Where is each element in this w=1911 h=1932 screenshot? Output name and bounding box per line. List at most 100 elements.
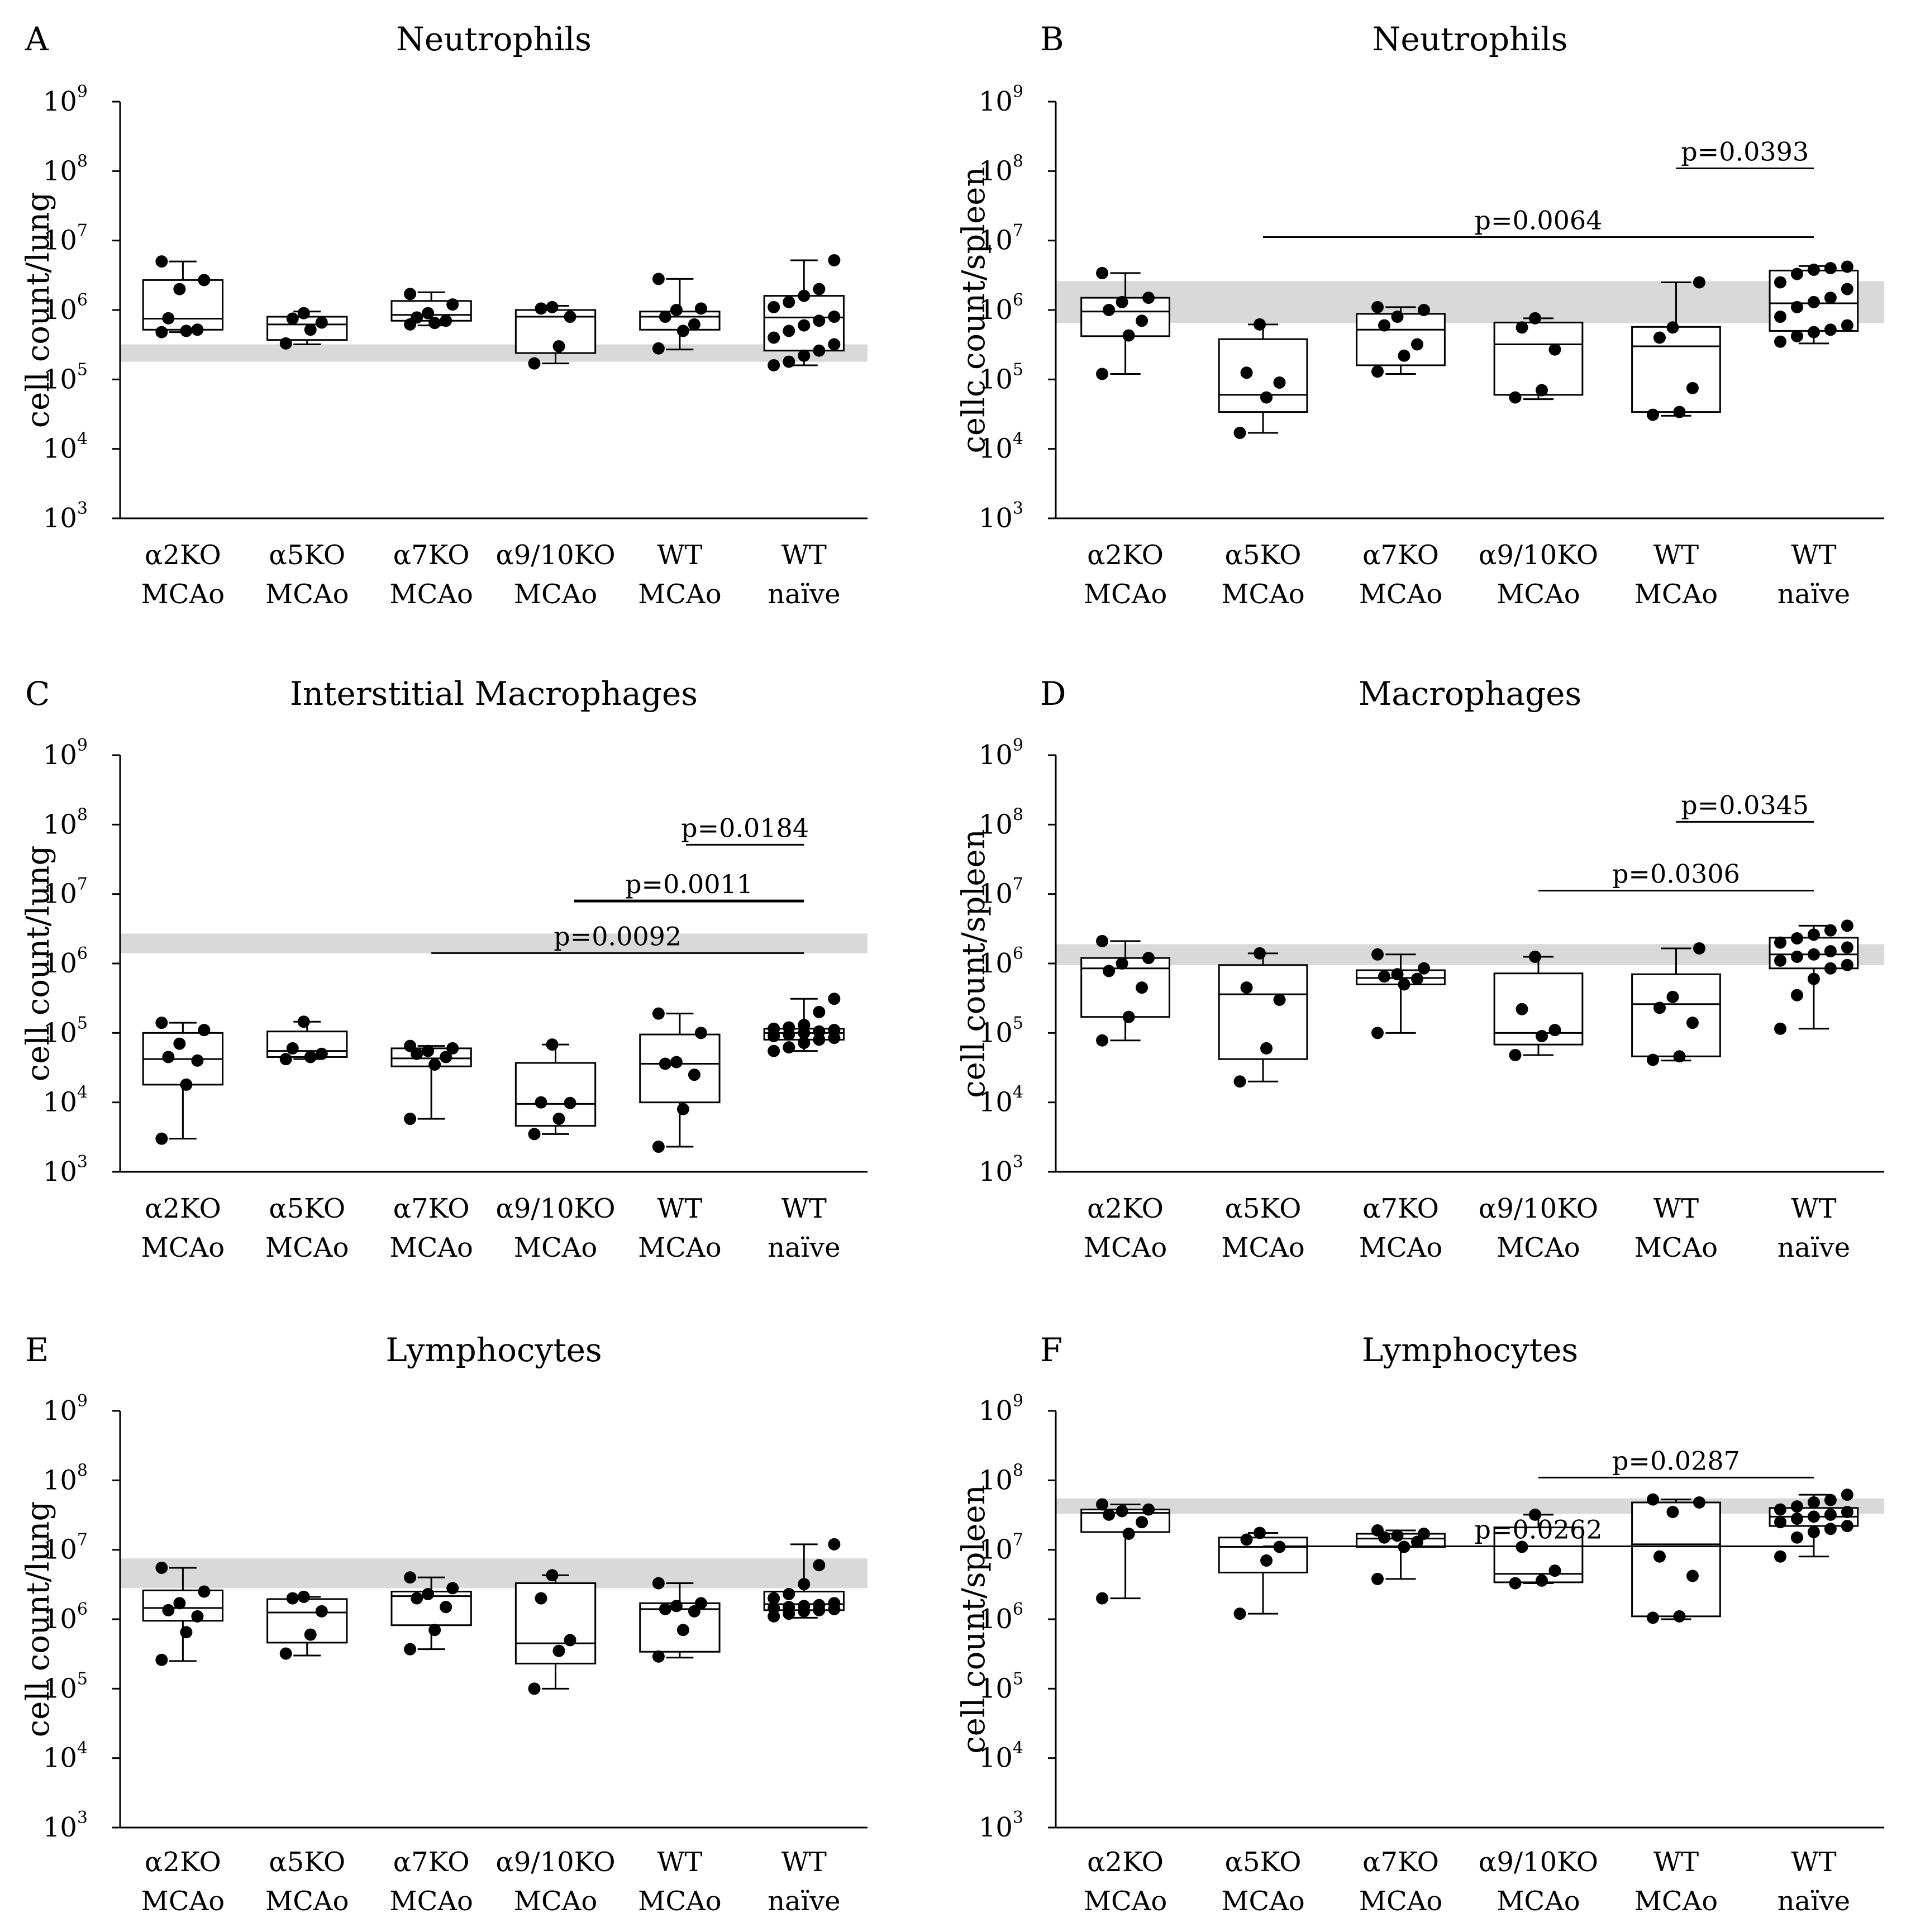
data-point [198, 1024, 211, 1037]
category-label: WT [781, 540, 827, 571]
data-point [198, 1585, 211, 1598]
panel-letter: E [25, 1331, 49, 1369]
data-point [1535, 1030, 1548, 1043]
data-point [813, 344, 826, 357]
category-label: α9/10KO [495, 1847, 615, 1878]
data-point [528, 357, 541, 370]
data-point [286, 312, 299, 325]
y-tick-label: 104 [43, 1083, 88, 1118]
data-point [828, 1597, 841, 1610]
data-point [1824, 323, 1837, 336]
data-point [1774, 276, 1787, 289]
data-point [1254, 947, 1266, 960]
panel-title: Neutrophils [396, 20, 592, 58]
data-point [798, 1578, 811, 1591]
y-tick-base: 10 [43, 433, 77, 465]
y-tick-exponent: 3 [1013, 1808, 1023, 1828]
data-point [1254, 318, 1266, 331]
data-point [1142, 952, 1155, 965]
data-point [1548, 1024, 1561, 1037]
data-point [1824, 924, 1837, 937]
y-tick-base: 10 [43, 809, 77, 840]
data-point [1391, 1529, 1404, 1542]
reference-band [1056, 281, 1884, 323]
data-point [1371, 1524, 1384, 1537]
category-label: naïve [1777, 1232, 1850, 1263]
category-label: α5KO [269, 540, 345, 571]
data-point [1260, 1042, 1273, 1055]
data-point [828, 1538, 841, 1551]
data-point [1790, 989, 1803, 1001]
box-1 [142, 1561, 224, 1666]
category-label: α7KO [1362, 1193, 1439, 1224]
box-6 [763, 254, 845, 371]
category-label: α5KO [269, 1193, 345, 1224]
y-tick-base: 10 [979, 740, 1013, 771]
data-point [1653, 331, 1666, 344]
category-label: α5KO [1225, 1847, 1302, 1878]
data-point [180, 1078, 193, 1091]
y-tick-exponent: 6 [1013, 944, 1023, 963]
y-tick-label: 108 [43, 1461, 88, 1496]
y-tick-base: 10 [43, 1087, 77, 1118]
y-tick-label: 107 [43, 221, 88, 256]
y-tick-base: 10 [979, 86, 1013, 117]
data-point [1411, 972, 1424, 985]
data-point [552, 1644, 565, 1657]
y-tick-exponent: 5 [1013, 1013, 1023, 1033]
category-label: α9/10KO [1479, 1847, 1598, 1878]
data-point [304, 323, 317, 336]
data-point [694, 302, 707, 315]
data-point [798, 349, 811, 362]
y-tick-base: 10 [979, 1087, 1013, 1118]
data-point [404, 1571, 417, 1584]
category-label: MCAo [638, 579, 721, 610]
category-label: MCAo [1221, 1886, 1304, 1917]
data-point [1824, 1494, 1837, 1506]
y-tick-base: 10 [43, 879, 77, 910]
data-point [1790, 932, 1803, 945]
data-point [768, 1044, 780, 1057]
data-point [676, 1103, 689, 1115]
y-tick-label: 103 [979, 1808, 1023, 1843]
data-point [1774, 335, 1787, 348]
box-6 [1769, 919, 1859, 1035]
data-point [564, 1634, 576, 1647]
y-tick-label: 103 [43, 1152, 88, 1187]
data-point [1509, 1048, 1522, 1061]
reference-band [120, 1558, 868, 1588]
box-5 [639, 1577, 721, 1663]
data-point [659, 311, 671, 323]
data-point [1841, 958, 1853, 971]
y-tick-label: 106 [43, 944, 88, 979]
data-point [1790, 1531, 1803, 1544]
y-tick-exponent: 9 [1013, 82, 1023, 102]
data-point [1122, 1528, 1135, 1540]
y-tick-exponent: 6 [77, 944, 88, 963]
y-tick-exponent: 6 [77, 1600, 88, 1619]
data-point [411, 311, 423, 324]
y-tick-base: 10 [979, 364, 1013, 395]
data-point [1693, 942, 1705, 955]
y-tick-base: 10 [979, 809, 1013, 840]
y-tick-exponent: 7 [77, 1530, 88, 1550]
data-point [1807, 1525, 1820, 1538]
category-label: α2KO [145, 1193, 221, 1224]
category-label: α7KO [393, 1193, 470, 1224]
data-point [659, 1602, 671, 1615]
data-point [768, 331, 780, 344]
data-point [564, 311, 576, 323]
data-point [670, 1056, 683, 1068]
category-label: α9/10KO [1479, 540, 1598, 571]
category-label: naïve [768, 1232, 840, 1263]
reference-band [120, 933, 868, 953]
data-point [1418, 1528, 1431, 1540]
data-point [155, 1017, 168, 1029]
data-point [813, 1005, 826, 1018]
category-label: MCAo [1634, 1886, 1718, 1917]
y-tick-label: 107 [979, 1530, 1023, 1566]
y-tick-label: 106 [43, 1600, 88, 1635]
panel-letter: C [25, 675, 50, 713]
significance-label: p=0.0345 [1681, 790, 1809, 820]
